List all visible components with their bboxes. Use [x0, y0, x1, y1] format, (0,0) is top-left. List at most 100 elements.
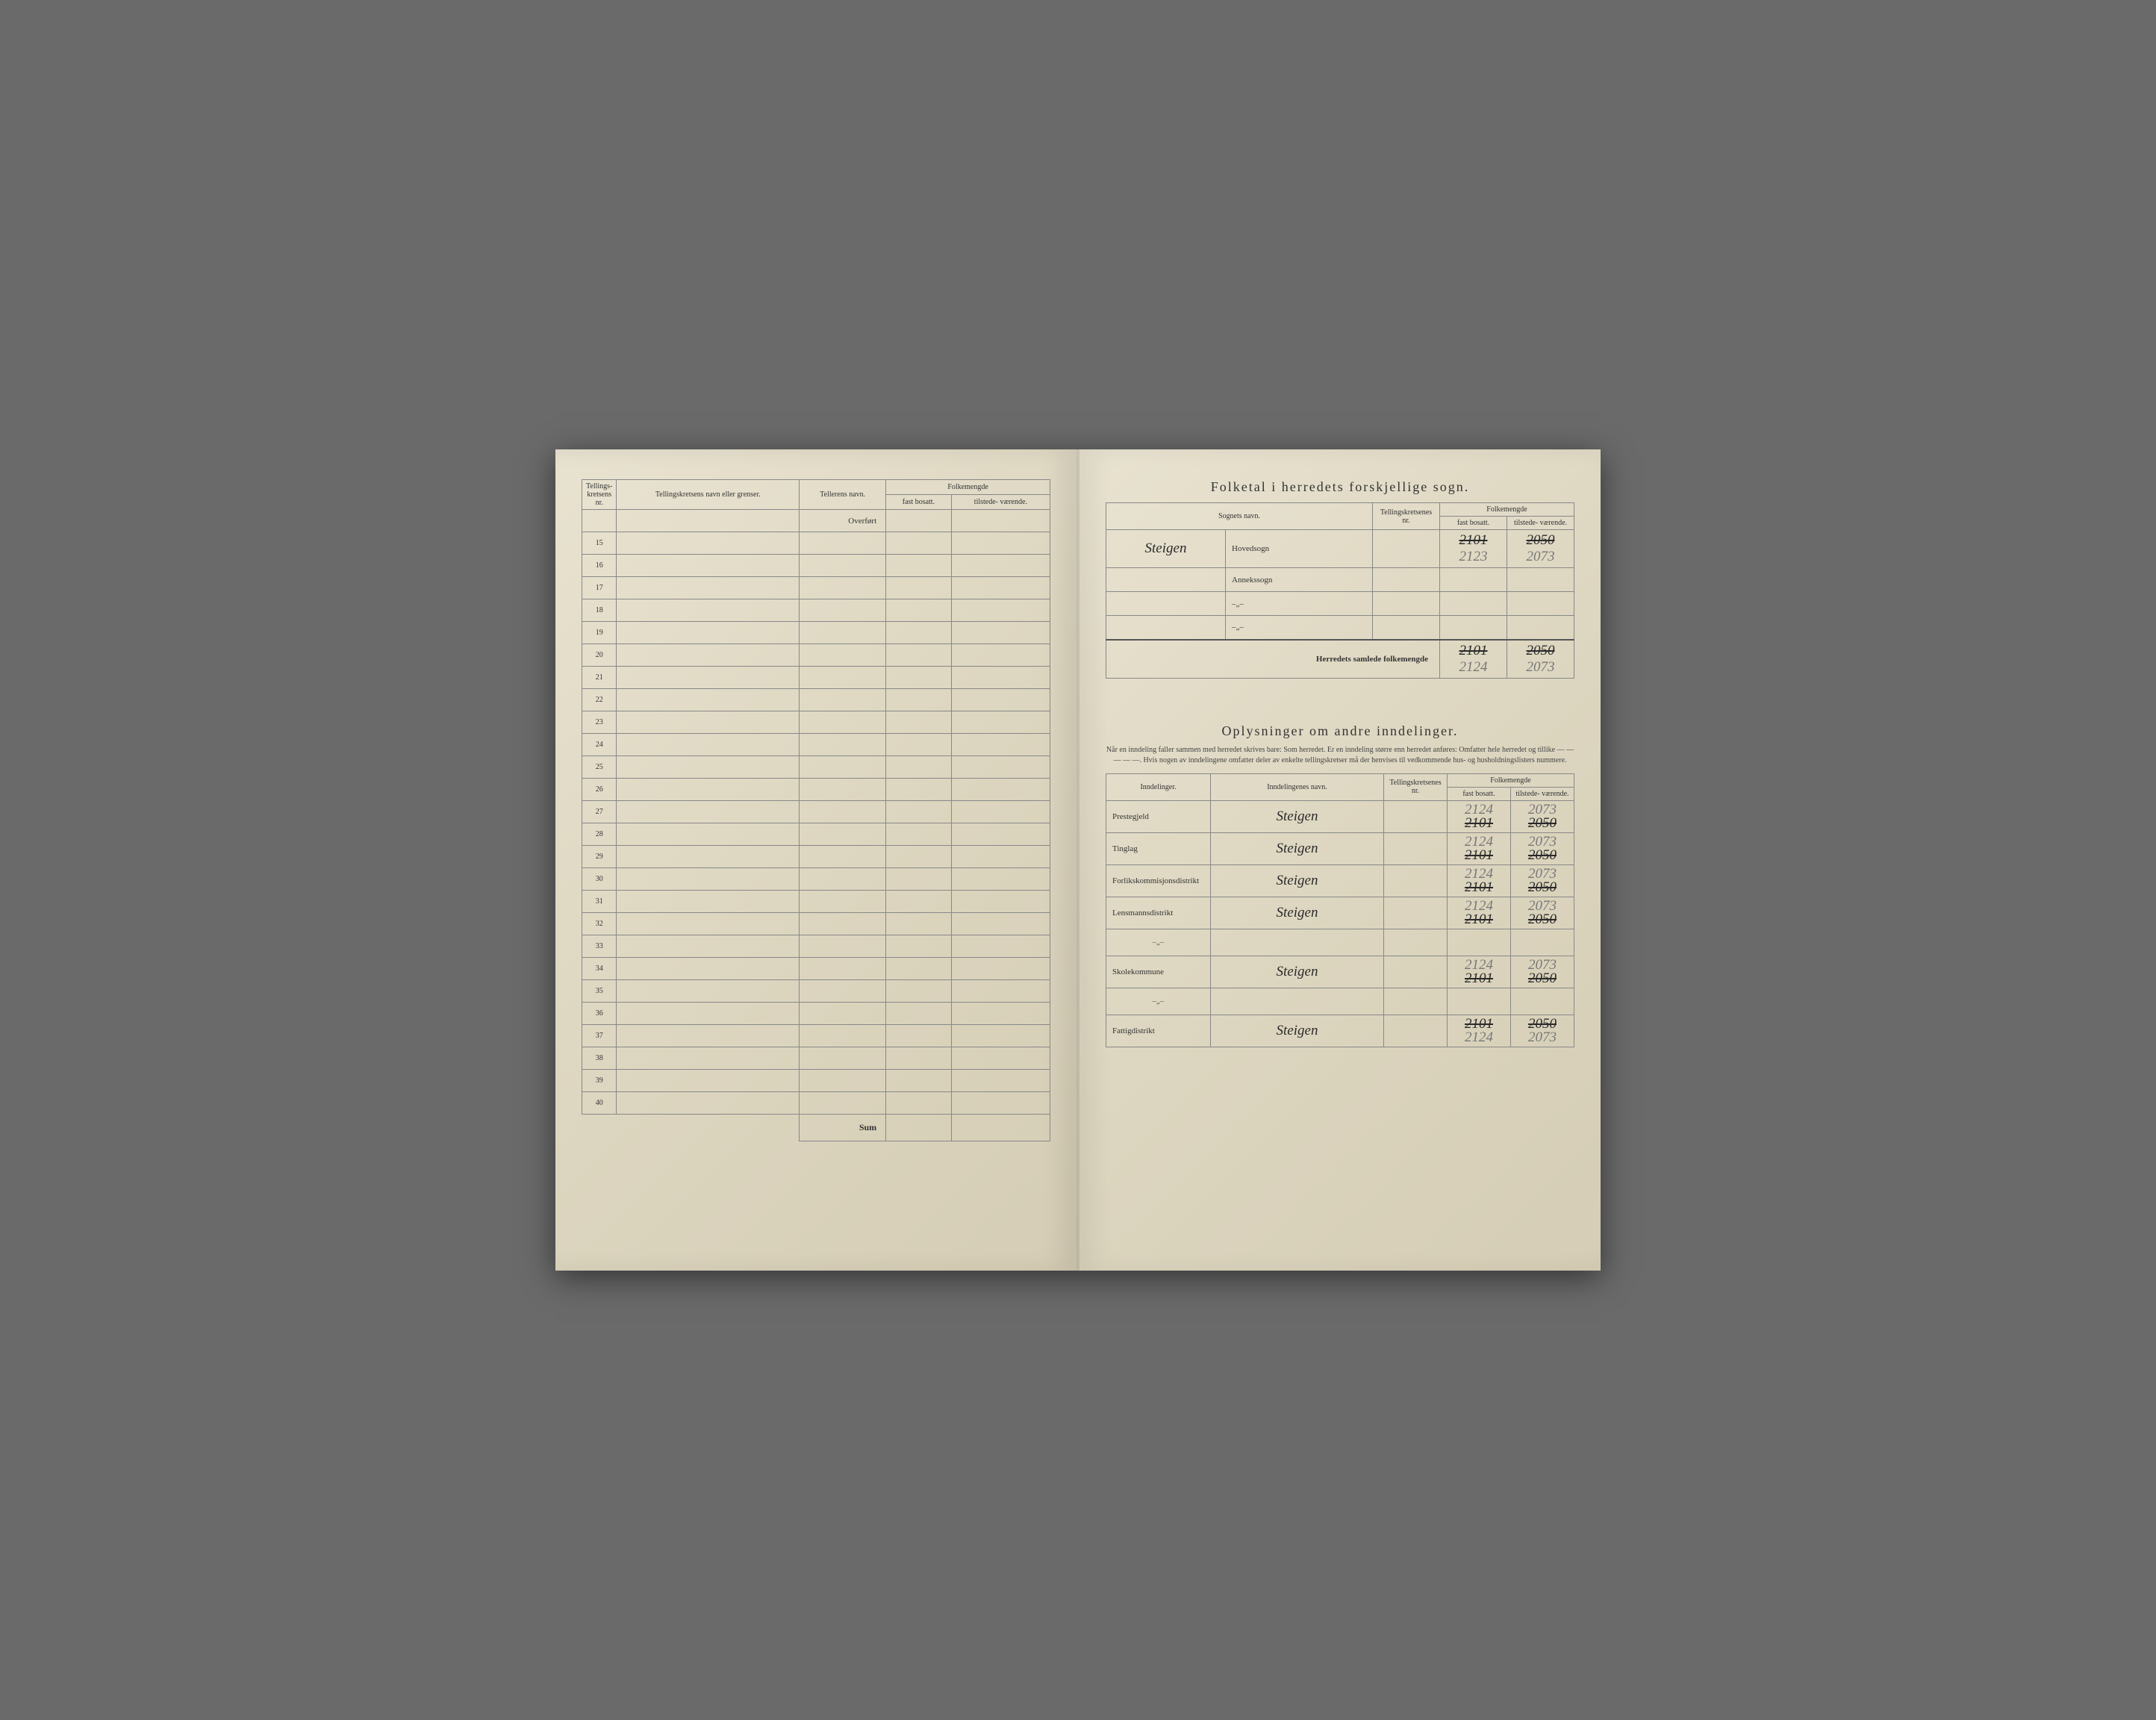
innd-navn: Steigen — [1277, 1023, 1318, 1038]
fast-top: 2124 — [1451, 803, 1507, 817]
hdr-folk2: Folkemengde — [1440, 503, 1574, 517]
table-row: 19 — [582, 622, 1050, 644]
sogn-row: Annekssogn — [1106, 568, 1574, 592]
table-row: 21 — [582, 667, 1050, 689]
row-number: 17 — [582, 577, 617, 599]
table-row: 18 — [582, 599, 1050, 622]
table-row: 36 — [582, 1003, 1050, 1025]
inndeling-table: Inndelinger. Inndelingenes navn. Telling… — [1106, 773, 1574, 1048]
row-number: 34 — [582, 958, 617, 980]
til-bot: 2050 — [1515, 817, 1570, 830]
til-below: 2073 — [1515, 1031, 1570, 1044]
fast-struck: 2101 — [1444, 532, 1503, 549]
inndeling-row: Forlikskommisjonsdistrikt Steigen 212421… — [1106, 864, 1574, 897]
table-row: 30 — [582, 868, 1050, 891]
table-row: 34 — [582, 958, 1050, 980]
row-number: 24 — [582, 734, 617, 756]
hdr-fast: fast bosatt. — [886, 495, 952, 510]
inndeling-row: –„– — [1106, 929, 1574, 956]
table-row: 40 — [582, 1092, 1050, 1115]
book-spread: Tellings- kretsens nr. Tellingskretsens … — [555, 449, 1601, 1271]
row-number: 37 — [582, 1025, 617, 1047]
total-label: Herredets samlede folkemengde — [1106, 640, 1440, 679]
hdr-fast2: fast bosatt. — [1440, 517, 1507, 530]
hdr-til3: tilstede- værende. — [1511, 787, 1574, 800]
hdr-inndnavn: Inndelingenes navn. — [1211, 773, 1384, 800]
inndeling-row: –„– — [1106, 988, 1574, 1015]
til-top: 2073 — [1515, 803, 1570, 817]
table-row: 15 — [582, 532, 1050, 555]
table-row: 27 — [582, 801, 1050, 823]
hdr-sognets: Sognets navn. — [1106, 503, 1373, 530]
innd-navn: Steigen — [1277, 964, 1318, 979]
hdr-kretsnr: Tellings- kretsens nr. — [582, 480, 617, 510]
fast-val: 2123 — [1444, 549, 1503, 565]
row-number: 36 — [582, 1003, 617, 1025]
section2-title: Oplysninger om andre inndelinger. — [1106, 723, 1574, 739]
table-row: 35 — [582, 980, 1050, 1003]
row-number: 21 — [582, 667, 617, 689]
table-row: 37 — [582, 1025, 1050, 1047]
row-number: 25 — [582, 756, 617, 779]
innd-label: Skolekommune — [1106, 956, 1211, 988]
total-fast: 2124 — [1444, 659, 1503, 676]
row-number: 40 — [582, 1092, 617, 1115]
table-row: 16 — [582, 555, 1050, 577]
table-row: 17 — [582, 577, 1050, 599]
table-row: 26 — [582, 779, 1050, 801]
row-number: 30 — [582, 868, 617, 891]
table-row: 25 — [582, 756, 1050, 779]
sogn-row: Steigen Hovedsogn 21012123 20502073 — [1106, 530, 1574, 568]
sogn-label: Hovedsogn — [1226, 530, 1373, 568]
innd-navn: Steigen — [1277, 873, 1318, 888]
row-number: 18 — [582, 599, 617, 622]
fast-bot: 2101 — [1451, 881, 1507, 894]
inndeling-row: Tinglag Steigen 21242101 20732050 — [1106, 832, 1574, 864]
hdr-tilstede: tilstede- værende. — [951, 495, 1050, 510]
fast-bot: 2101 — [1451, 849, 1507, 862]
row-number: 22 — [582, 689, 617, 711]
table-row: 39 — [582, 1070, 1050, 1092]
overfort-label: Overført — [800, 510, 886, 532]
row-number: 27 — [582, 801, 617, 823]
innd-label: Lensmannsdistrikt — [1106, 897, 1211, 929]
table-row: 29 — [582, 846, 1050, 868]
census-table: Tellings- kretsens nr. Tellingskretsens … — [582, 479, 1050, 1141]
innd-label: –„– — [1106, 988, 1211, 1015]
innd-navn: Steigen — [1277, 808, 1318, 824]
table-row: 24 — [582, 734, 1050, 756]
fast-bot: 2101 — [1451, 817, 1507, 830]
row-number: 20 — [582, 644, 617, 667]
sogn-row: –„– — [1106, 616, 1574, 640]
hdr-teller: Tellerens navn. — [800, 480, 886, 510]
row-number: 15 — [582, 532, 617, 555]
table-row: 31 — [582, 891, 1050, 913]
table-row: 23 — [582, 711, 1050, 734]
hdr-folk3: Folkemengde — [1448, 773, 1574, 787]
innd-label: Tinglag — [1106, 832, 1211, 864]
section2-note: Når en inndeling faller sammen med herre… — [1106, 745, 1574, 766]
til-bot: 2050 — [1515, 849, 1570, 862]
til-val: 2073 — [1511, 549, 1570, 565]
row-number: 32 — [582, 913, 617, 935]
til-bot: 2050 — [1515, 972, 1570, 985]
inndeling-row: Prestegjeld Steigen 21242101 20732050 — [1106, 800, 1574, 832]
hdr-folkemengde: Folkemengde — [886, 480, 1050, 495]
sogn-label: Annekssogn — [1226, 568, 1373, 592]
row-number: 26 — [582, 779, 617, 801]
fast-bot: 2101 — [1451, 913, 1507, 926]
til-bot: 2050 — [1515, 881, 1570, 894]
table-row: 38 — [582, 1047, 1050, 1070]
row-number: 38 — [582, 1047, 617, 1070]
row-number: 33 — [582, 935, 617, 958]
innd-navn: Steigen — [1277, 905, 1318, 920]
total-til-struck: 2050 — [1511, 643, 1570, 659]
right-page: Folketal i herredets forskjellige sogn. … — [1078, 449, 1601, 1271]
table-row: 32 — [582, 913, 1050, 935]
hdr-kretsnr3: Tellingskretsenes nr. — [1384, 773, 1448, 800]
sogn-table: Sognets navn. Tellingskretsenes nr. Folk… — [1106, 502, 1574, 679]
inndeling-row: Skolekommune Steigen 21242101 20732050 — [1106, 956, 1574, 988]
inndeling-row: Lensmannsdistrikt Steigen 21242101 20732… — [1106, 897, 1574, 929]
innd-navn: Steigen — [1277, 841, 1318, 856]
sum-label: Sum — [800, 1115, 886, 1141]
